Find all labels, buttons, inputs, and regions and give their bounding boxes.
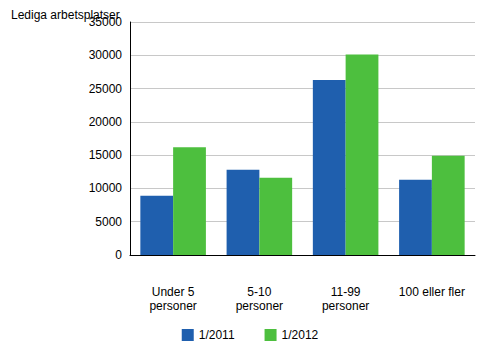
svg-text:30000: 30000: [89, 48, 123, 62]
svg-text:1/2011: 1/2011: [199, 328, 235, 342]
svg-text:15000: 15000: [89, 148, 123, 162]
svg-text:11-99: 11-99: [331, 285, 361, 299]
svg-text:1/2012: 1/2012: [282, 328, 319, 342]
svg-text:5-10: 5-10: [247, 285, 271, 299]
svg-text:100 eller fler: 100 eller fler: [399, 285, 465, 299]
svg-text:0: 0: [115, 248, 122, 262]
svg-text:35000: 35000: [88, 15, 122, 29]
svg-text:20000: 20000: [89, 115, 123, 129]
svg-text:personer: personer: [149, 299, 196, 313]
svg-text:personer: personer: [322, 299, 369, 313]
svg-text:Lediga arbetsplatser: Lediga arbetsplatser: [11, 8, 120, 22]
svg-text:personer: personer: [236, 299, 283, 313]
svg-text:10000: 10000: [89, 181, 123, 195]
svg-text:25000: 25000: [89, 82, 123, 96]
svg-text:Under 5: Under 5: [152, 285, 195, 299]
svg-text:5000: 5000: [95, 215, 122, 229]
